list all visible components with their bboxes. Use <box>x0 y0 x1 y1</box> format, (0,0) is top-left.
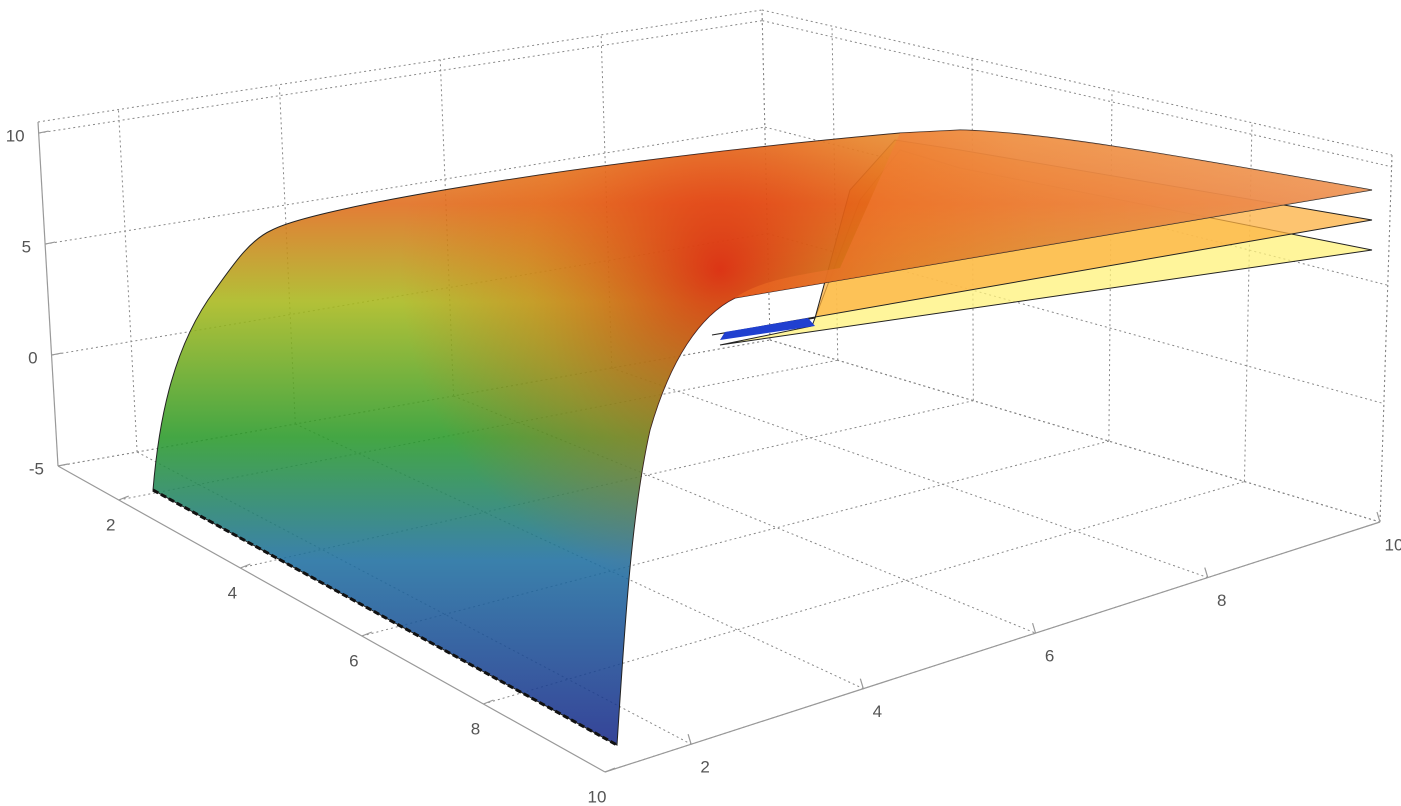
x-tick-label: 4 <box>873 702 882 721</box>
grid-line <box>38 20 763 134</box>
y-tick <box>483 699 494 705</box>
x-tick <box>1204 567 1209 578</box>
box-edge <box>37 9 763 123</box>
z-tick-label: -5 <box>29 459 44 478</box>
x-tick <box>687 734 692 745</box>
y-tick-label: 8 <box>471 719 480 738</box>
y-tick <box>604 767 616 773</box>
z-tick-label: 5 <box>22 238 31 257</box>
grid-line <box>611 367 1208 579</box>
surface-edge <box>152 488 618 747</box>
z-tick <box>57 463 69 467</box>
surface-layer <box>720 318 815 340</box>
grid-line <box>361 440 1110 637</box>
y-tick <box>240 563 251 569</box>
y-axis <box>57 465 606 773</box>
y-tick-label: 6 <box>349 651 358 670</box>
x-tick-label: 8 <box>1217 591 1226 610</box>
x-tick <box>1376 511 1381 523</box>
axes: -5 0 5 10 2 4 6 8 10 2 4 6 8 10 <box>6 121 1401 806</box>
z-tick <box>38 130 49 134</box>
y-tick-label: 10 <box>588 787 607 806</box>
z-tick-label: 10 <box>6 127 25 146</box>
surface <box>152 129 1373 747</box>
z-axis <box>37 121 59 467</box>
z-tick-label: 0 <box>28 349 37 368</box>
y-tick <box>118 495 130 501</box>
grid-line <box>1379 154 1393 523</box>
x-tick-label: 2 <box>700 758 709 777</box>
z-tick <box>44 241 56 245</box>
box-edge <box>761 9 1393 156</box>
grid-line <box>117 109 138 453</box>
x-tick <box>859 678 864 689</box>
grid-line <box>769 339 1381 523</box>
x-axis <box>604 521 1381 773</box>
y-tick <box>361 631 373 637</box>
grid-line <box>45 126 765 245</box>
y-tick-label: 2 <box>106 515 115 534</box>
surface-shade <box>153 130 1372 745</box>
x-tick-label: 6 <box>1045 647 1054 666</box>
x-tick <box>1031 622 1037 634</box>
y-tick-label: 4 <box>228 583 237 602</box>
z-tick <box>51 352 62 356</box>
surface-right <box>735 130 1372 298</box>
x-tick-label: 10 <box>1385 535 1401 554</box>
grid-line <box>483 481 1245 705</box>
